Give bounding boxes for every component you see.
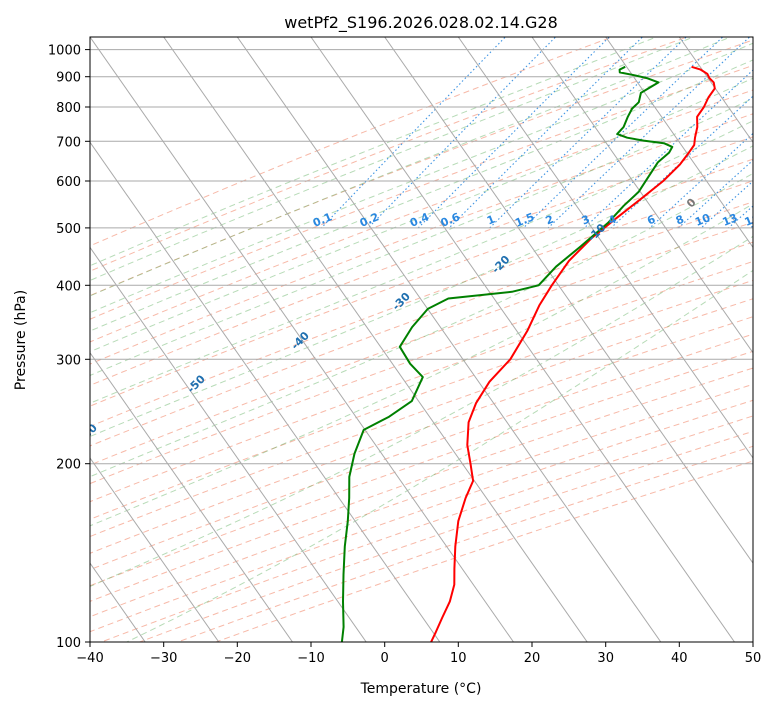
- dry-adiabat: [90, 260, 753, 503]
- x-tick-label: −20: [224, 651, 251, 666]
- isotherm: [678, 37, 753, 144]
- isotherm: [457, 37, 753, 459]
- dry-adiabat: [90, 279, 753, 520]
- isotherm: [384, 37, 753, 565]
- x-tick-label: −30: [150, 651, 177, 666]
- y-tick-label: 1000: [48, 44, 81, 59]
- mixing-ratio-line: [523, 37, 724, 229]
- dry-adiabat: [90, 158, 753, 407]
- y-axis-ticks: 100 200 300 400 500 600 700 800 900 1000: [48, 44, 90, 651]
- mixing-ratio-label: 13: [720, 211, 739, 229]
- isotherm-label: -60: [77, 421, 100, 444]
- x-tick-label: 30: [597, 651, 614, 666]
- y-tick-label: 800: [56, 101, 81, 116]
- isotherm: [163, 37, 588, 642]
- mixing-ratio-line: [321, 37, 507, 229]
- mixing-ratio-label: 2: [544, 213, 556, 228]
- y-tick-label: 400: [56, 279, 81, 294]
- mixing-ratio-line: [367, 37, 557, 229]
- moist-adiabat: [90, 120, 753, 404]
- mixing-ratio-label: 3: [580, 213, 592, 228]
- x-tick-label: 40: [671, 651, 688, 666]
- x-tick-label: 20: [524, 651, 541, 666]
- dry-adiabat: [90, 350, 753, 587]
- y-tick-label: 600: [56, 175, 81, 190]
- moist-adiabat: [90, 172, 753, 478]
- y-tick-label: 500: [56, 222, 81, 237]
- isotherm: [90, 351, 293, 642]
- dewpoint-line: [340, 65, 674, 642]
- mixing-ratio-label: 8: [674, 213, 686, 228]
- mixing-ratio-label: 10: [693, 211, 712, 229]
- mixing-ratio-line: [700, 180, 753, 229]
- plot-area: 0.10.20.40.611.52346810131620253036-100-…: [0, 37, 775, 642]
- moist-adiabat: [90, 97, 753, 376]
- y-tick-label: 700: [56, 135, 81, 150]
- dry-adiabat: [90, 180, 753, 427]
- x-tick-label: 10: [450, 651, 467, 666]
- mixing-ratio-line: [584, 69, 753, 229]
- isotherm: [90, 141, 441, 642]
- moist-adiabat: [90, 42, 753, 314]
- isotherm: [90, 246, 367, 642]
- isotherm: [752, 37, 753, 38]
- x-tick-label: 50: [745, 651, 762, 666]
- isotherm: [90, 37, 514, 642]
- isotherm: [531, 37, 753, 354]
- mixing-ratio-label: 1: [485, 213, 497, 228]
- x-tick-label: −40: [76, 651, 103, 666]
- mixing-ratio-label: 16: [743, 211, 762, 229]
- sounding-series: [340, 65, 716, 642]
- isotherm: [90, 457, 220, 642]
- mixing-ratio-label: 20: [767, 211, 775, 229]
- isotherm: [605, 37, 753, 249]
- x-tick-label: −10: [297, 651, 324, 666]
- y-tick-label: 900: [56, 71, 81, 86]
- y-tick-label: 100: [56, 636, 81, 651]
- y-axis-label: Pressure (hPa): [13, 290, 29, 390]
- dry-adiabat: [90, 367, 753, 602]
- y-tick-label: 200: [56, 458, 81, 473]
- chart-title: wetPf2_S196.2026.028.02.14.G28: [284, 13, 558, 33]
- mixing-ratio-line: [417, 37, 611, 229]
- moist-adiabat: [90, 145, 753, 437]
- isotherm: [236, 37, 662, 642]
- plot-background: [90, 37, 753, 642]
- x-axis-ticks: −40 −30 −20 −10 0 10 20 30 40 50: [76, 642, 761, 666]
- x-axis-label: Temperature (°C): [360, 681, 482, 697]
- moist-adiabat: [126, 269, 753, 642]
- x-tick-label: 0: [381, 651, 389, 666]
- dry-adiabat: [90, 89, 753, 343]
- mixing-ratio-line: [750, 225, 753, 229]
- isotherm: [0, 37, 72, 642]
- y-tick-label: 300: [56, 353, 81, 368]
- dry-adiabat: [90, 221, 753, 466]
- temperature-line: [430, 65, 716, 642]
- dry-adiabat: [90, 316, 753, 554]
- dry-adiabat: [90, 113, 753, 365]
- mixing-ratio-line: [448, 37, 644, 229]
- mixing-ratio-line: [547, 37, 751, 229]
- plot-frame: [89, 36, 754, 643]
